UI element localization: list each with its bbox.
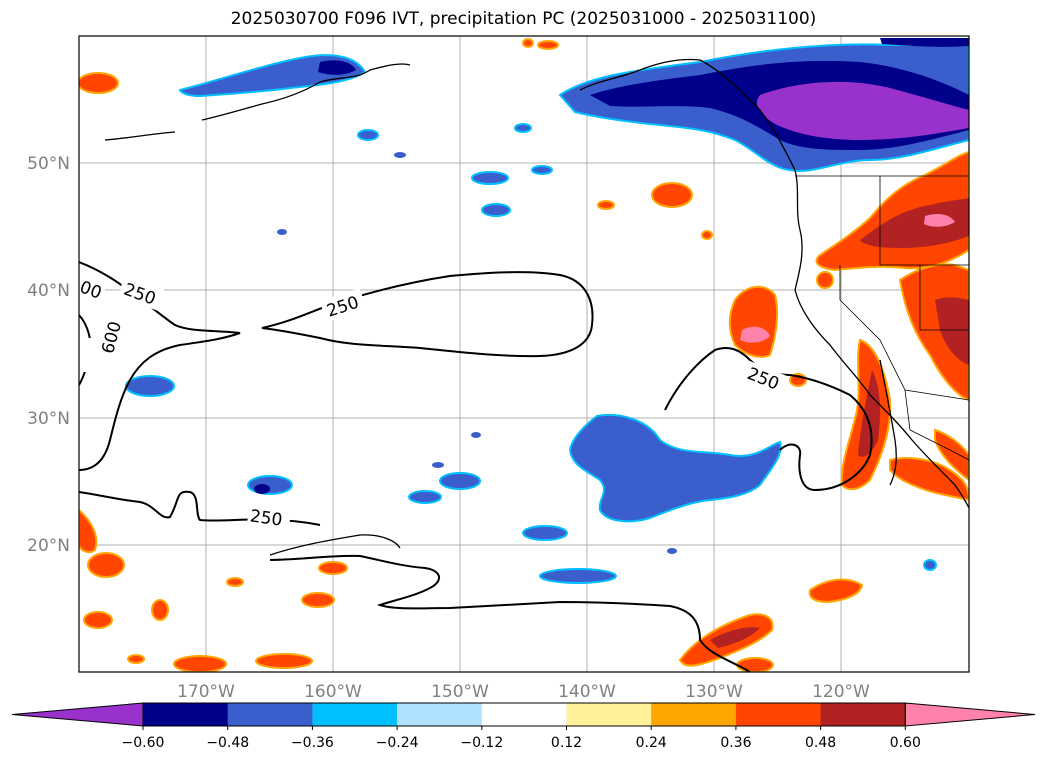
lat-label-30n: 30°N (27, 409, 70, 429)
map-title: 2025030700 F096 IVT, precipitation PC (2… (230, 9, 817, 29)
colorbar-tick-label: −0.60 (122, 735, 165, 751)
colorbar-tick-label: −0.48 (206, 735, 249, 751)
colorbar-segment (566, 703, 652, 726)
colorbar-segment (735, 703, 822, 726)
colorbar-tick-label: 0.36 (720, 735, 751, 751)
colorbar-extend-min (11, 702, 144, 727)
colorbar-segment (227, 703, 313, 726)
colorbar-segment (481, 703, 567, 726)
colorbar-segment (143, 703, 229, 726)
lon-label-150w: 150°W (431, 682, 489, 702)
lon-label-130w: 130°W (685, 682, 743, 702)
colorbar-segment (651, 703, 737, 726)
lat-label-20n: 20°N (27, 536, 70, 556)
colorbar-segment (312, 703, 398, 726)
colorbar-tick-label: 0.48 (805, 735, 836, 751)
lon-label-170w: 170°W (177, 682, 235, 702)
lat-label-50n: 50°N (27, 154, 70, 174)
negative-anomaly-patches (125, 38, 969, 584)
colorbar: −0.60 −0.48 −0.36 −0.24 −0.12 0.12 0.24 0.36 0.4… (11, 702, 1036, 751)
colorbar-segment (397, 703, 483, 726)
borders (795, 175, 969, 461)
colorbar-frame (142, 702, 906, 727)
colorbar-tick-label: −0.24 (376, 735, 419, 751)
contour-label-250-south: 250 (249, 506, 284, 530)
longitude-labels: 170°W 160°W 150°W 140°W 130°W 120°W (177, 682, 870, 702)
lon-label-160w: 160°W (304, 682, 362, 702)
colorbar-segment (820, 703, 906, 726)
map-frame (78, 35, 970, 673)
colorbar-extend-max (904, 702, 1036, 727)
colorbar-tick-label: 0.12 (551, 735, 582, 751)
latitude-labels: 50°N 40°N 30°N 20°N (27, 154, 70, 556)
lon-label-140w: 140°W (558, 682, 616, 702)
coastlines (104, 58, 969, 556)
positive-anomaly-patches (79, 38, 969, 672)
lon-label-120w: 120°W (812, 682, 870, 702)
colorbar-tick-label: −0.36 (291, 735, 334, 751)
colorbar-tick-label: 0.24 (636, 735, 667, 751)
lat-label-40n: 40°N (27, 281, 70, 301)
colorbar-tick-label: 0.60 (890, 735, 921, 751)
colorbar-tick-label: −0.12 (460, 735, 503, 751)
